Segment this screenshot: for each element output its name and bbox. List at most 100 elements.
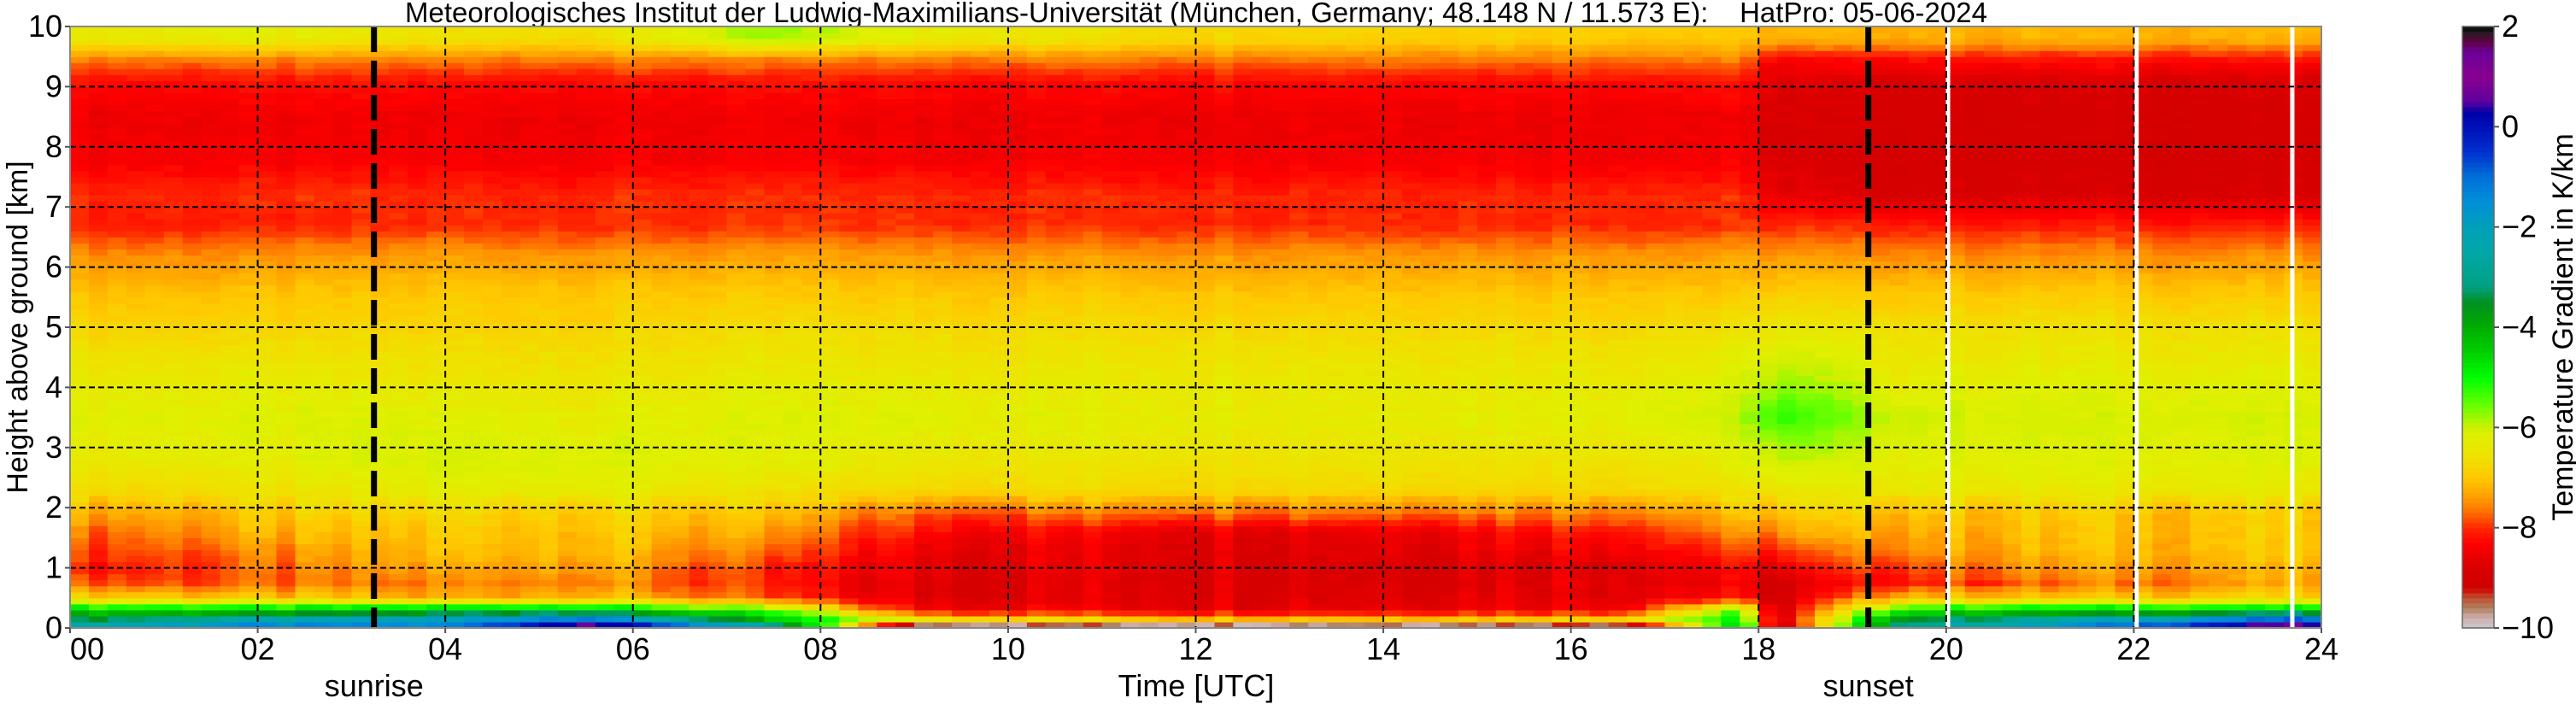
heatmap-cell [858, 339, 877, 346]
heatmap-cell [971, 104, 990, 112]
heatmap-cell [895, 44, 915, 51]
heatmap-cell [689, 513, 709, 520]
heatmap-cell [182, 591, 202, 599]
heatmap-cell [408, 195, 427, 202]
heatmap-cell [201, 249, 221, 256]
heatmap-cell [539, 573, 559, 581]
heatmap-cell [144, 399, 165, 407]
heatmap-cell [595, 507, 615, 514]
heatmap-cell [201, 122, 221, 130]
heatmap-cell [764, 249, 784, 256]
heatmap-cell [989, 225, 1009, 232]
heatmap-cell [651, 177, 672, 184]
heatmap-cell [783, 490, 802, 496]
heatmap-cell [632, 207, 653, 214]
heatmap-cell [707, 98, 728, 106]
heatmap-cell [745, 308, 766, 316]
heatmap-cell [820, 152, 840, 160]
heatmap-cell [933, 74, 953, 81]
heatmap-cell [257, 201, 278, 208]
heatmap-cell [820, 189, 840, 196]
heatmap-cell [839, 609, 859, 617]
heatmap-cell [952, 116, 971, 124]
heatmap-cell [295, 609, 315, 617]
heatmap-cell [89, 164, 109, 172]
heatmap-cell [314, 453, 334, 461]
heatmap-cell [933, 573, 953, 581]
heatmap-cell [971, 116, 990, 124]
heatmap-cell [651, 152, 672, 160]
heatmap-cell [783, 273, 802, 280]
heatmap-cell [89, 50, 109, 57]
heatmap-cell [595, 561, 615, 569]
heatmap-cell [539, 622, 559, 629]
heatmap-cell [651, 339, 672, 346]
heatmap-cell [182, 369, 202, 376]
heatmap-cell [107, 38, 127, 45]
heatmap-cell [445, 279, 465, 286]
heatmap-cell [651, 128, 672, 136]
heatmap-cell [651, 405, 672, 413]
heatmap-cell [483, 146, 502, 154]
heatmap-cell [914, 381, 934, 388]
heatmap-cell [877, 393, 896, 400]
heatmap-cell [707, 314, 728, 322]
heatmap-cell [483, 44, 502, 51]
heatmap-cell [595, 243, 615, 249]
heatmap-cell [858, 219, 877, 226]
heatmap-cell [933, 189, 953, 196]
heatmap-cell [426, 183, 446, 190]
heatmap-cell [632, 50, 653, 57]
heatmap-cell [858, 496, 877, 502]
heatmap-cell [707, 50, 728, 57]
heatmap-cell [764, 104, 784, 112]
heatmap-cell [764, 423, 784, 431]
heatmap-cell [914, 490, 934, 496]
heatmap-cell [877, 603, 896, 611]
heatmap-cell [408, 237, 427, 243]
heatmap-cell [839, 98, 859, 106]
heatmap-cell [801, 237, 821, 243]
heatmap-cell [257, 453, 278, 461]
heatmap-cell [182, 110, 202, 118]
heatmap-cell [971, 549, 990, 557]
heatmap-cell [464, 285, 484, 292]
heatmap-cell [858, 296, 877, 304]
heatmap-cell [445, 285, 465, 292]
heatmap-cell [764, 561, 784, 569]
heatmap-cell [745, 122, 766, 130]
heatmap-cell [971, 573, 990, 581]
heatmap-cell [576, 339, 596, 346]
heatmap-cell [670, 622, 690, 629]
heatmap-cell [557, 327, 578, 334]
heatmap-cell [257, 92, 278, 99]
heatmap-cell [539, 32, 559, 39]
heatmap-cell [933, 405, 953, 413]
heatmap-cell [801, 351, 821, 358]
heatmap-cell [276, 472, 296, 478]
heatmap-cell [408, 183, 427, 190]
heatmap-cell [389, 279, 408, 286]
heatmap-cell [539, 453, 559, 461]
heatmap-cell [539, 579, 559, 587]
heatmap-cell [670, 453, 690, 461]
heatmap-cell [70, 140, 90, 148]
heatmap-cell [651, 478, 672, 484]
heatmap-cell [745, 171, 766, 178]
heatmap-cell [107, 357, 127, 364]
heatmap-cell [295, 579, 315, 587]
heatmap-cell [613, 171, 634, 178]
heatmap-cell [914, 110, 934, 118]
heatmap-cell [613, 363, 634, 370]
heatmap-cell [576, 502, 596, 508]
heatmap-cell [726, 513, 747, 520]
heatmap-cell [257, 459, 278, 466]
heatmap-cell [445, 68, 465, 75]
heatmap-cell [689, 484, 709, 490]
heatmap-cell [914, 333, 934, 340]
heatmap-cell [408, 472, 427, 478]
heatmap-cell [952, 219, 971, 226]
heatmap-cell [295, 207, 315, 214]
heatmap-cell [276, 56, 296, 63]
heatmap-cell [257, 381, 278, 388]
